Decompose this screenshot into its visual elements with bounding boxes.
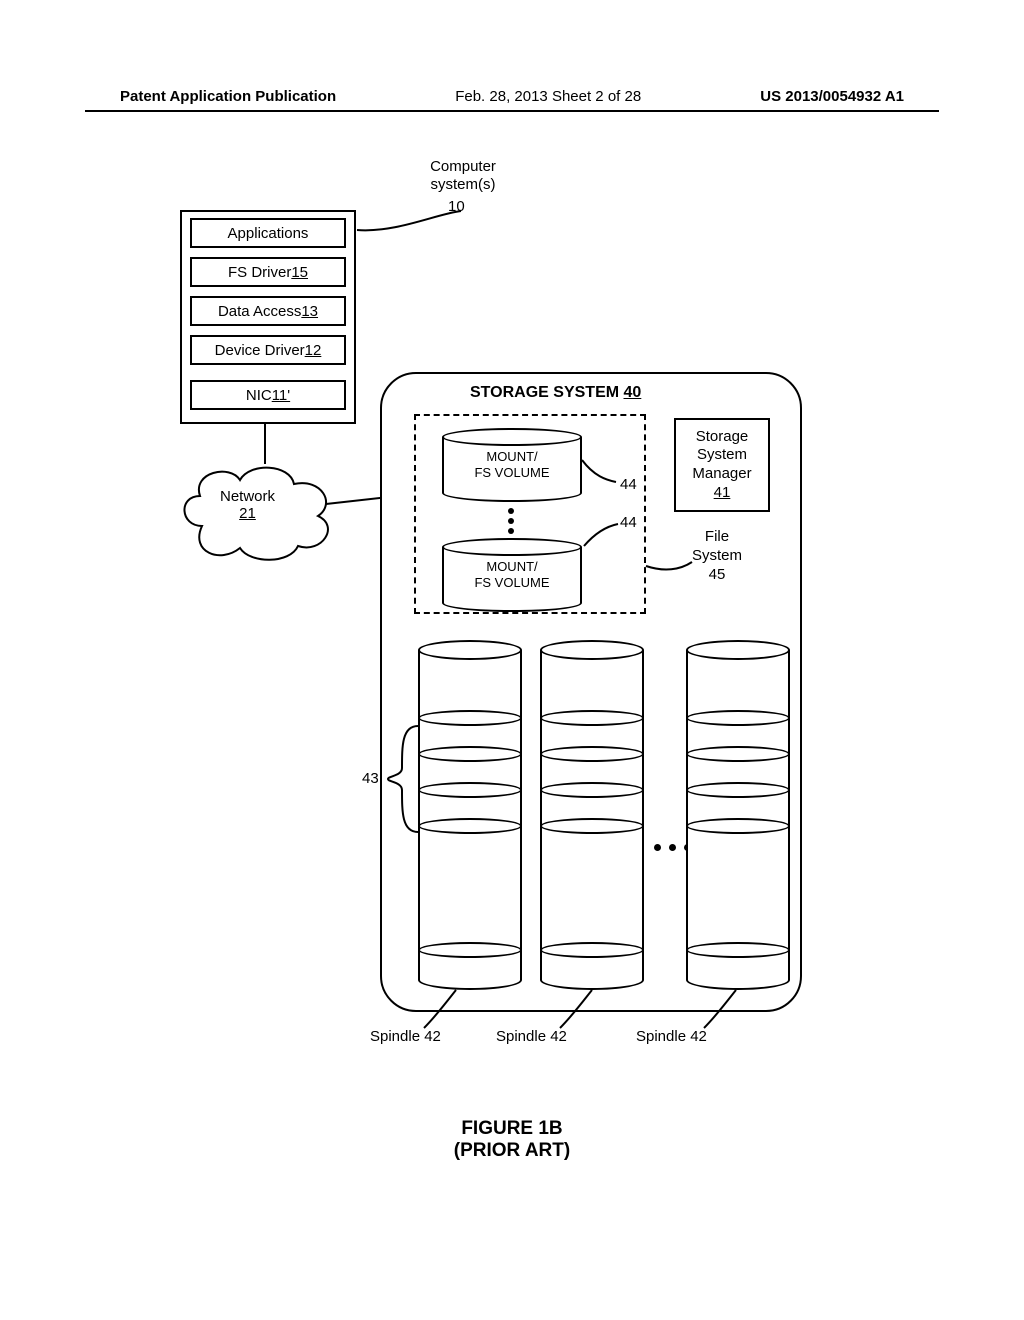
spindle-2: Extent 1 Extent 2 Extent 3 Extent m	[540, 640, 644, 990]
data-access-ref: 13	[301, 303, 318, 320]
computer-system-ref: 10	[448, 198, 465, 215]
computer-system-label: Computer system(s)	[408, 158, 518, 194]
device-driver-ref: 12	[305, 342, 322, 359]
sp2-div-n	[540, 942, 644, 958]
sp2-top	[540, 640, 644, 660]
mount-ref-1: 44	[620, 476, 637, 493]
sp1-div-0	[418, 710, 522, 726]
figure-line2: (PRIOR ART)	[454, 1140, 570, 1161]
header-right: US 2013/0054932 A1	[760, 88, 904, 105]
mount2-l1: MOUNT/	[486, 559, 537, 575]
sp3-div-1	[686, 746, 790, 762]
nic-label: NIC	[246, 387, 272, 404]
network-label: Network 21	[220, 488, 275, 522]
data-access-box: Data Access 13	[190, 296, 346, 326]
nic-box: NIC 11'	[190, 380, 346, 410]
network-ref: 21	[239, 505, 256, 522]
sp1-div-2	[418, 782, 522, 798]
mount1-l2: FS VOLUME	[474, 465, 549, 481]
fs-driver-label: FS Driver	[228, 264, 291, 281]
sp2-body	[540, 650, 644, 980]
mount-cylinder-1: MOUNT/ FS VOLUME	[442, 428, 582, 502]
figure-caption: FIGURE 1B (PRIOR ART)	[0, 1118, 1024, 1162]
applications-label: Applications	[228, 225, 309, 242]
header-left: Patent Application Publication	[120, 88, 336, 105]
spindle-text-3: Spindle	[636, 1028, 690, 1045]
mount1-top-ellipse	[442, 428, 582, 446]
mount-vdots	[508, 508, 514, 534]
storage-manager-ref: 41	[714, 484, 731, 503]
mount1-l1: MOUNT/	[486, 449, 537, 465]
sp1-top	[418, 640, 522, 660]
storage-system-title: STORAGE SYSTEM 40	[470, 384, 641, 402]
spindle-3: Extent 1 Extent 2 Extent 3 Extent p	[686, 640, 790, 990]
header-mid: Feb. 28, 2013 Sheet 2 of 28	[455, 88, 641, 105]
spindle-text-2: Spindle	[496, 1028, 550, 1045]
spindle-ref-1: 42	[424, 1028, 441, 1045]
sp2-div-0	[540, 710, 644, 726]
sp3-div-n	[686, 942, 790, 958]
storage-manager-l1: Storage	[696, 428, 749, 447]
computer-system-text: Computer system(s)	[430, 158, 496, 193]
spindle-1: Extent 1 Extent 2 Extent 3 Extent n	[418, 640, 522, 990]
fs-driver-box: FS Driver 15	[190, 257, 346, 287]
extents-ref: 43	[362, 770, 379, 787]
figure-line1: FIGURE 1B	[461, 1118, 562, 1139]
storage-manager-box: Storage System Manager 41	[674, 418, 770, 512]
storage-manager-l2: System	[697, 446, 747, 465]
spindle-label-3: Spindle 42	[636, 1028, 707, 1045]
data-access-label: Data Access	[218, 303, 301, 320]
sp2-div-1	[540, 746, 644, 762]
spindle-ref-2: 42	[550, 1028, 567, 1045]
mount2-l2: FS VOLUME	[474, 575, 549, 591]
fs-l1: File	[705, 528, 729, 545]
mount2-top-ellipse	[442, 538, 582, 556]
applications-box: Applications	[190, 218, 346, 248]
mount-cylinder-2: MOUNT/ FS VOLUME	[442, 538, 582, 612]
sp2-div-3	[540, 818, 644, 834]
spindle-label-1: Spindle 42	[370, 1028, 441, 1045]
sp1-body	[418, 650, 522, 980]
fs-ref: 45	[709, 566, 726, 583]
device-driver-label: Device Driver	[215, 342, 305, 359]
sp1-div-1	[418, 746, 522, 762]
file-system-label: File System 45	[692, 528, 742, 584]
sp1-div-3	[418, 818, 522, 834]
sp3-div-0	[686, 710, 790, 726]
nic-ref: 11'	[272, 387, 290, 404]
sp3-body	[686, 650, 790, 980]
spindle-ref-3: 42	[690, 1028, 707, 1045]
storage-manager-l3: Manager	[692, 465, 751, 484]
sp1-div-n	[418, 942, 522, 958]
fs-l2: System	[692, 547, 742, 564]
sp3-div-3	[686, 818, 790, 834]
fs-driver-ref: 15	[291, 264, 308, 281]
sp2-div-2	[540, 782, 644, 798]
storage-title-text: STORAGE SYSTEM	[470, 384, 624, 401]
header-rule	[85, 110, 939, 112]
spindle-label-2: Spindle 42	[496, 1028, 567, 1045]
storage-title-ref: 40	[624, 384, 642, 401]
spindle-text-1: Spindle	[370, 1028, 424, 1045]
device-driver-box: Device Driver 12	[190, 335, 346, 365]
page-header: Patent Application Publication Feb. 28, …	[0, 88, 1024, 105]
mount-ref-2: 44	[620, 514, 637, 531]
sp3-top	[686, 640, 790, 660]
sp3-div-2	[686, 782, 790, 798]
network-text: Network	[220, 488, 275, 505]
